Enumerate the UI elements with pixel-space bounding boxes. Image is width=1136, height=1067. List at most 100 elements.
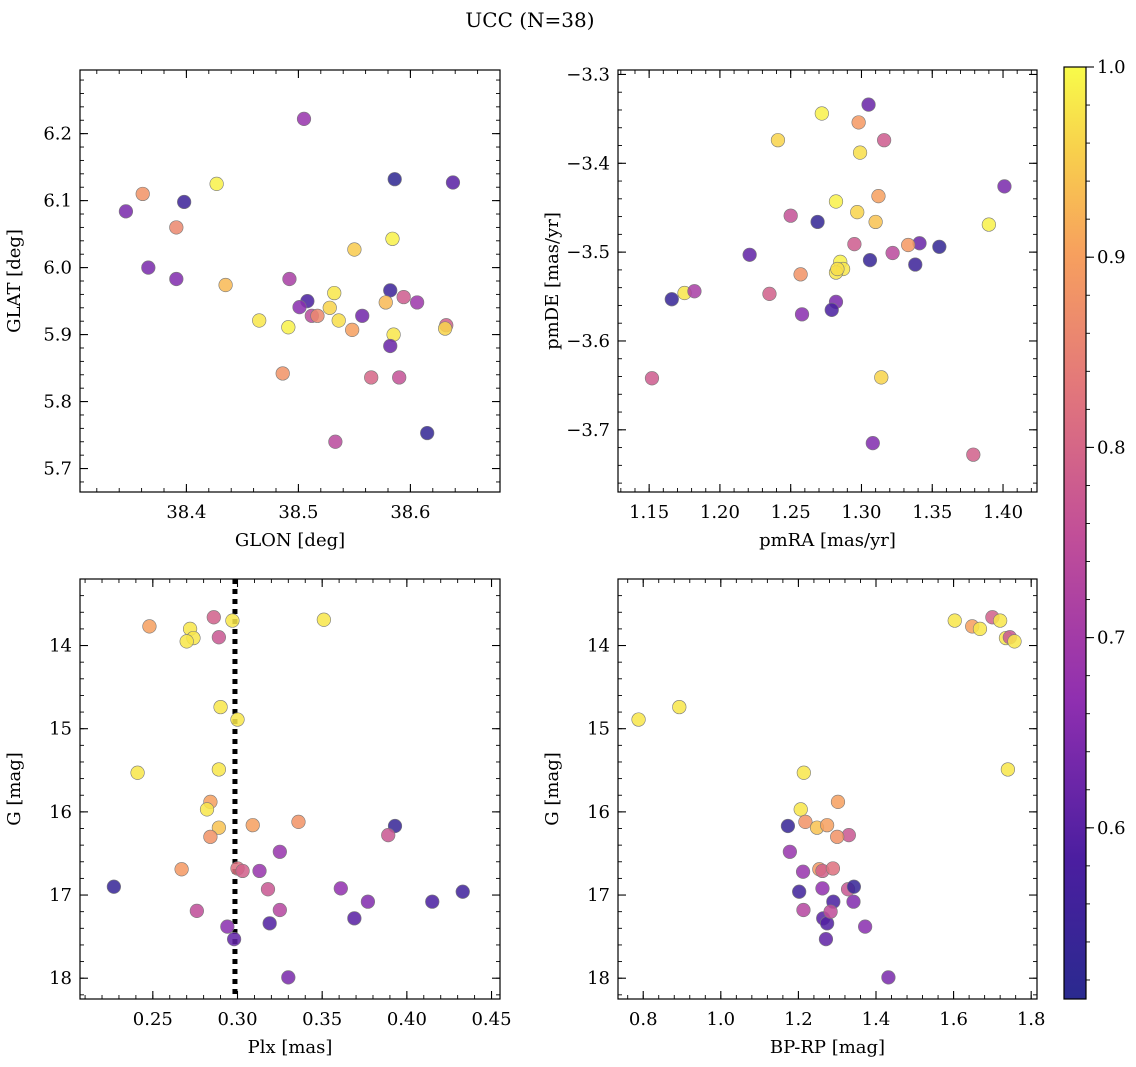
scatter-point xyxy=(815,881,830,896)
scatter-point xyxy=(333,881,348,896)
scatter-point xyxy=(818,932,834,947)
scatter-point xyxy=(383,283,398,298)
y-tick-label: 18 xyxy=(49,968,72,989)
scatter-point xyxy=(252,313,267,328)
scatter-point xyxy=(328,434,343,449)
x-tick-label: 38.6 xyxy=(390,502,430,523)
scatter-point xyxy=(851,115,866,130)
scatter-point xyxy=(322,300,337,315)
scatter-point xyxy=(828,194,844,209)
scatter-point xyxy=(1000,762,1016,777)
x-tick-label: 1.25 xyxy=(771,502,811,523)
scatter-point xyxy=(877,133,892,148)
x-axis-label: GLON [deg] xyxy=(235,530,345,551)
scatter-point xyxy=(235,863,250,879)
scatter-point xyxy=(211,630,226,645)
x-tick-label: 1.40 xyxy=(983,502,1023,523)
scatter-point xyxy=(901,237,916,253)
scatter-point xyxy=(272,844,287,859)
scatter-point xyxy=(455,884,470,899)
panel-3: 0.25 0.30 0.35 0.40 0.45 14 15 16 17 18 Plx [mas] G… xyxy=(4,578,512,1058)
scatter-point xyxy=(783,208,798,223)
y-tick-label: 5.7 xyxy=(43,459,72,480)
scatter-point xyxy=(793,267,808,282)
scatter-point xyxy=(420,425,435,441)
y-tick-label: 18 xyxy=(587,968,610,989)
scatter-point xyxy=(252,863,267,879)
colorbar-ticks: 0.6 0.7 0.8 0.9 1.0 xyxy=(1086,57,1126,981)
scatter-point xyxy=(793,802,808,817)
scatter-point xyxy=(296,111,312,126)
scatter-point xyxy=(174,862,189,877)
scatter-point xyxy=(179,634,194,649)
scatter-point xyxy=(885,245,900,261)
y-tick-label: −3.3 xyxy=(566,64,610,85)
scatter-point xyxy=(794,307,810,322)
x-tick-label: 0.8 xyxy=(629,1009,658,1030)
x-tick-label: 38.5 xyxy=(278,502,318,523)
axes-frame xyxy=(617,69,1038,493)
scatter-point xyxy=(810,214,825,230)
x-axis-label: BP-RP [mag] xyxy=(770,1037,885,1058)
colorbar-tick-label: 0.9 xyxy=(1097,247,1126,268)
y-tick-label: 14 xyxy=(587,636,610,657)
scatter-point xyxy=(118,204,134,219)
scatter-point xyxy=(820,818,835,833)
scatter-point xyxy=(220,919,235,934)
x-tick-label: 1.30 xyxy=(841,502,881,523)
colorbar-tick-label: 0.7 xyxy=(1097,628,1126,649)
scatter-point xyxy=(378,295,393,310)
scatter-point xyxy=(868,214,883,230)
scatter-point xyxy=(130,765,145,780)
x-axis-label: Plx [mas] xyxy=(248,1037,333,1058)
scatter-point xyxy=(345,322,360,337)
scatter-point xyxy=(225,613,240,628)
scatter-point xyxy=(823,904,838,919)
y-tick-label: −3.7 xyxy=(566,420,610,441)
scatter-point xyxy=(862,253,878,268)
scatter-point xyxy=(830,794,846,809)
scatter-point xyxy=(825,861,841,876)
scatter-point xyxy=(199,802,215,817)
scatter-point xyxy=(847,237,862,252)
scatter-point xyxy=(347,911,362,926)
scatter-point xyxy=(814,106,829,121)
y-tick-label: 5.9 xyxy=(43,325,72,346)
y-tick-label: 16 xyxy=(49,802,72,823)
scatter-point xyxy=(381,828,396,843)
scatter-point xyxy=(347,242,362,257)
colorbar-gradient xyxy=(1064,67,1086,999)
scatter-point xyxy=(687,284,702,299)
scatter-point xyxy=(782,844,797,859)
scatter-point xyxy=(997,179,1012,194)
scatter-point xyxy=(206,610,221,625)
y-axis-label: pmDE [mas/yr] xyxy=(542,212,563,350)
scatter-point xyxy=(742,247,757,262)
colorbar: 0.6 0.7 0.8 0.9 1.0 xyxy=(1063,57,1126,1000)
y-tick-label: 17 xyxy=(49,885,72,906)
scatter-point xyxy=(850,205,865,220)
scatter-point xyxy=(631,712,646,727)
scatter-point xyxy=(282,271,297,287)
y-tick-label: 6.2 xyxy=(43,124,72,145)
scatter-point xyxy=(972,621,988,637)
scatter-point xyxy=(230,712,245,727)
scatter-point xyxy=(664,292,679,307)
scatter-point xyxy=(861,97,876,112)
figure-title: UCC (N=38) xyxy=(465,8,594,32)
y-tick-label: 14 xyxy=(49,636,72,657)
scatter-point xyxy=(830,829,845,844)
scatter-point xyxy=(762,286,777,301)
scatter-point xyxy=(177,194,192,210)
x-tick-label: 1.8 xyxy=(1017,1009,1046,1030)
y-tick-label: 5.8 xyxy=(43,392,72,413)
y-axis-label: GLAT [deg] xyxy=(4,229,25,333)
scatter-point xyxy=(932,239,947,254)
scatter-point xyxy=(141,260,156,275)
scatter-point xyxy=(275,366,290,381)
x-tick-label: 1.2 xyxy=(784,1009,813,1030)
scatter-point xyxy=(281,970,296,985)
scatter-point xyxy=(947,613,962,628)
axes-frame xyxy=(79,69,501,493)
